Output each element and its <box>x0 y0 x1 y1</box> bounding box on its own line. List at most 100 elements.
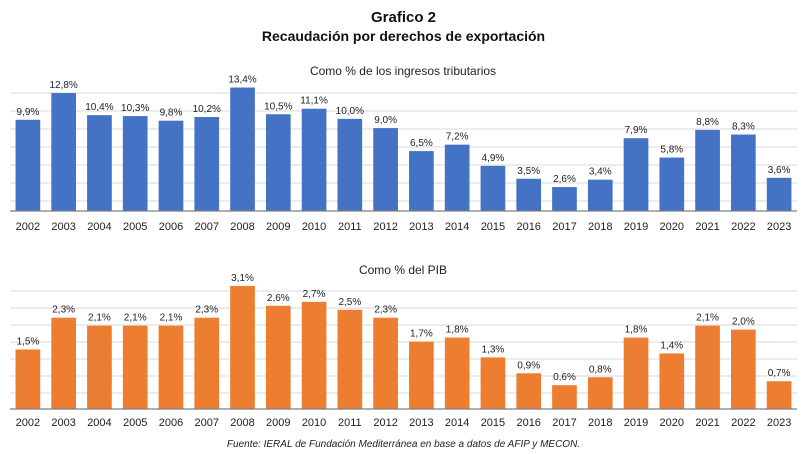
x-tick-label: 2014 <box>445 417 469 429</box>
x-tick-label: 2023 <box>767 417 791 429</box>
bar <box>122 325 148 409</box>
bar <box>444 337 470 409</box>
x-tick-label: 2018 <box>588 417 612 429</box>
x-tick-label: 2012 <box>373 417 397 429</box>
data-label: 0,6% <box>553 372 576 383</box>
data-label: 2,5% <box>338 297 361 308</box>
x-tick-label: 2009 <box>266 417 290 429</box>
bar <box>480 357 506 409</box>
bar <box>730 329 756 409</box>
x-tick-label: 2019 <box>624 221 648 233</box>
data-label: 8,3% <box>732 122 755 133</box>
x-tick-label: 2014 <box>445 221 469 233</box>
bar <box>158 325 184 409</box>
bar <box>301 301 327 409</box>
x-tick-label: 2005 <box>123 221 147 233</box>
bar <box>659 157 685 211</box>
x-tick-label: 2015 <box>481 417 505 429</box>
data-label: 10,2% <box>193 104 221 115</box>
data-label: 2,6% <box>553 174 576 185</box>
data-label: 7,2% <box>446 132 469 143</box>
x-tick-label: 2021 <box>695 221 719 233</box>
bar <box>230 87 255 211</box>
panel-title: Como % del PIB <box>359 263 447 277</box>
bar <box>480 165 506 211</box>
data-label: 10,3% <box>121 103 149 114</box>
x-tick-label: 2004 <box>87 417 111 429</box>
data-label: 1,3% <box>482 344 505 355</box>
bar <box>15 349 41 409</box>
chart-title: Grafico 2 <box>370 9 437 26</box>
data-label: 13,4% <box>228 75 256 86</box>
data-label: 3,5% <box>517 166 540 177</box>
bar <box>230 285 255 409</box>
data-label: 2,6% <box>267 293 290 304</box>
data-label: 1,5% <box>16 336 39 347</box>
chart-subtitle: Recaudación por derechos de exportación <box>261 28 546 44</box>
x-tick-label: 2023 <box>767 221 791 233</box>
x-tick-label: 2013 <box>409 417 433 429</box>
data-label: 9,8% <box>160 108 183 119</box>
bar <box>337 309 363 409</box>
x-tick-label: 2017 <box>552 417 576 429</box>
data-label: 10,4% <box>85 102 113 113</box>
x-tick-label: 2016 <box>516 417 540 429</box>
x-tick-label: 2004 <box>87 221 111 233</box>
data-label: 1,4% <box>660 340 683 351</box>
data-label: 0,7% <box>768 368 791 379</box>
bar <box>516 373 542 409</box>
x-tick-label: 2018 <box>588 221 612 233</box>
bar <box>194 117 220 211</box>
bar <box>695 325 720 409</box>
x-tick-label: 2003 <box>51 221 75 233</box>
x-tick-label: 2010 <box>302 221 326 233</box>
data-label: 4,9% <box>482 153 505 164</box>
x-tick-label: 2011 <box>338 417 362 429</box>
x-tick-label: 2016 <box>516 221 540 233</box>
data-label: 6,5% <box>410 138 433 149</box>
bar <box>158 120 184 211</box>
x-tick-label: 2012 <box>373 221 397 233</box>
data-label: 3,6% <box>768 165 791 176</box>
x-tick-label: 2011 <box>338 221 362 233</box>
bar <box>444 144 470 211</box>
bar <box>409 341 434 409</box>
bar <box>552 187 577 211</box>
data-label: 7,9% <box>625 125 648 136</box>
data-label: 1,7% <box>410 329 433 340</box>
x-tick-label: 2019 <box>624 417 648 429</box>
x-tick-label: 2003 <box>51 417 75 429</box>
data-label: 10,0% <box>336 106 364 117</box>
data-label: 2,0% <box>732 317 755 328</box>
data-label: 10,5% <box>264 101 292 112</box>
x-tick-label: 2010 <box>302 417 326 429</box>
x-tick-label: 2007 <box>195 417 219 429</box>
x-tick-label: 2002 <box>16 221 40 233</box>
bar <box>15 119 41 211</box>
x-tick-label: 2017 <box>552 221 576 233</box>
bar <box>695 129 720 211</box>
bar <box>623 138 649 211</box>
bar <box>337 118 363 211</box>
data-label: 1,8% <box>446 325 469 336</box>
data-label: 0,8% <box>589 364 612 375</box>
bar <box>587 179 613 211</box>
bar <box>87 325 112 409</box>
x-tick-label: 2022 <box>731 221 755 233</box>
bar <box>301 108 327 211</box>
x-tick-label: 2005 <box>123 417 147 429</box>
data-label: 1,8% <box>625 325 648 336</box>
x-tick-label: 2013 <box>409 221 433 233</box>
data-label: 9,0% <box>374 115 397 126</box>
x-tick-label: 2022 <box>731 417 755 429</box>
bar <box>516 178 542 211</box>
data-label: 12,8% <box>49 80 77 91</box>
bar <box>265 114 291 211</box>
data-label: 2,1% <box>696 313 719 324</box>
bar <box>122 116 148 211</box>
panel-title: Como % de los ingresos tributarios <box>310 64 496 78</box>
x-tick-label: 2008 <box>230 221 254 233</box>
x-tick-label: 2006 <box>159 417 183 429</box>
bar <box>659 353 685 409</box>
